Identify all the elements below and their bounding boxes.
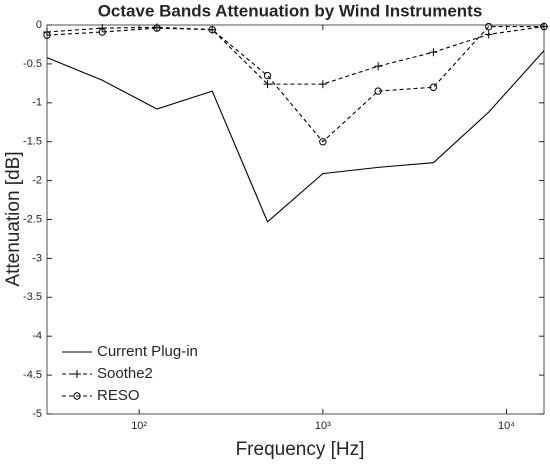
marker: [153, 24, 161, 32]
y-axis-label: Attenuation [dB]: [3, 151, 24, 286]
y-tick-label: 0: [36, 19, 42, 31]
marker: [485, 22, 493, 31]
marker: [98, 28, 106, 36]
y-tick-label: -2.5: [23, 213, 42, 225]
y-tick-label: -3.5: [23, 291, 42, 303]
plot-frame: [46, 24, 545, 415]
marker: [43, 31, 51, 39]
marker: [73, 370, 81, 378]
data-line: [46, 26, 545, 85]
x-axis-label: Frequency [Hz]: [236, 439, 365, 460]
x-tick-label: 10³: [315, 420, 331, 432]
data-line: [46, 50, 545, 223]
marker: [374, 62, 383, 71]
y-tick-label: -1.5: [23, 136, 42, 148]
data-line: [46, 26, 544, 143]
marker: [263, 71, 272, 80]
marker: [73, 392, 81, 400]
chart-title: Octave Bands Attenuation by Wind Instrum…: [98, 1, 483, 20]
x-tick-label: 10²: [131, 420, 147, 432]
marker: [374, 87, 382, 95]
y-tick-label: -4: [32, 330, 42, 342]
y-tick-label: -4.5: [23, 369, 42, 381]
y-tick-label: -5: [32, 408, 42, 420]
marker: [208, 25, 216, 34]
y-tick-label: -3: [32, 252, 42, 264]
legend-label: Soothe2: [97, 365, 153, 382]
y-tick-label: -2: [32, 175, 42, 187]
y-tick-label: -0.5: [23, 58, 42, 70]
marker: [98, 24, 107, 33]
marker: [484, 30, 493, 39]
marker: [318, 80, 327, 89]
legend-label: Current Plug-in: [97, 343, 198, 360]
y-tick-label: -1: [32, 97, 42, 109]
marker: [540, 22, 548, 31]
x-tick-label: 10⁴: [498, 420, 515, 432]
marker: [263, 80, 272, 89]
legend-label: RESO: [97, 387, 140, 404]
marker: [429, 83, 438, 91]
marker: [319, 138, 327, 146]
marker: [429, 48, 438, 57]
